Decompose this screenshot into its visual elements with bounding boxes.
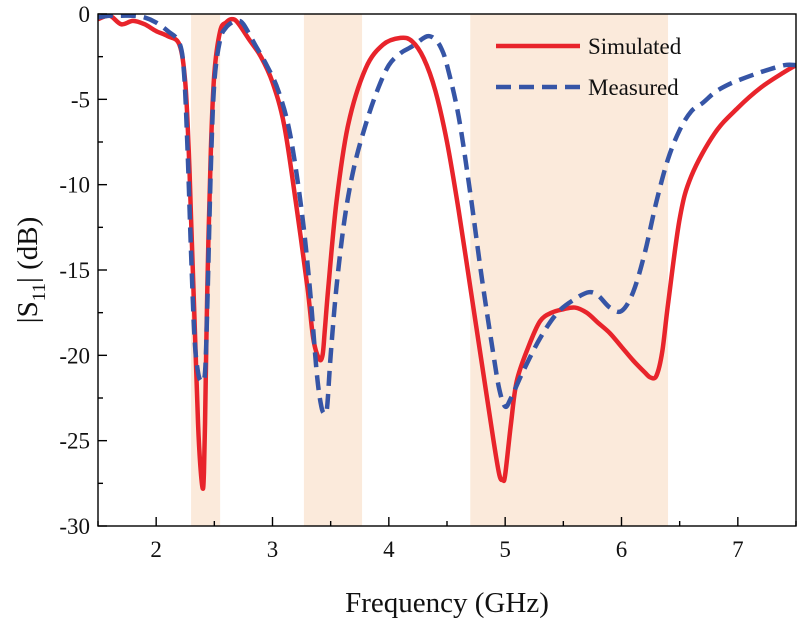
y-tick-label: -15 [59, 258, 90, 283]
x-tick-label: 4 [383, 537, 395, 562]
y-tick-label: 0 [79, 2, 91, 27]
x-tick-label: 3 [267, 537, 279, 562]
x-tick-label: 7 [732, 537, 744, 562]
legend-label-measured: Measured [588, 75, 679, 100]
series-layer [98, 14, 796, 491]
y-tick-label: -30 [59, 514, 90, 539]
y-axis: 0 -5 -10 -15 -20 -25 -30 [59, 2, 107, 539]
series-line-simulated [98, 14, 796, 491]
x-tick-label: 2 [150, 537, 162, 562]
y-axis-title-sub: 11 [29, 283, 50, 301]
x-axis-title: Frequency (GHz) [345, 587, 549, 619]
x-tick-label: 6 [616, 537, 628, 562]
y-axis-title: |S11| (dB) [12, 217, 50, 323]
y-tick-label: -20 [59, 343, 90, 368]
x-tick-label: 5 [499, 537, 511, 562]
y-tick-label: -10 [59, 173, 90, 198]
y-tick-label: -5 [71, 87, 90, 112]
series-line-measured [98, 14, 796, 416]
highlight-band-2 [303, 14, 363, 526]
highlight-band-3 [470, 14, 669, 526]
legend-label-simulated: Simulated [588, 34, 682, 59]
x-axis: 2 3 4 5 6 7 [97, 517, 797, 562]
y-axis-title-post: | (dB) [12, 217, 44, 283]
y-axis-title-pre: |S [12, 301, 44, 323]
y-tick-label: -25 [59, 429, 90, 454]
legend: Simulated Measured [496, 34, 682, 100]
